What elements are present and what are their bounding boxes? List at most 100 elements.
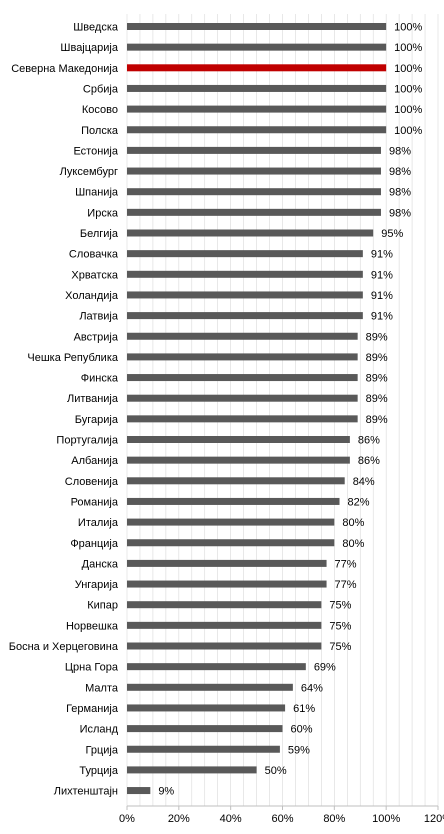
data-label: 100% — [394, 22, 422, 34]
data-label: 91% — [371, 249, 393, 261]
bar — [127, 497, 340, 505]
bar — [127, 766, 257, 774]
data-label: 89% — [366, 373, 388, 385]
data-label: 75% — [329, 620, 351, 632]
x-tick-label: 80% — [323, 813, 345, 825]
data-label: 98% — [389, 187, 411, 199]
category-label: Германија — [66, 703, 119, 715]
data-label: 77% — [335, 579, 357, 591]
data-label: 80% — [342, 538, 364, 550]
bar — [127, 580, 327, 588]
bar — [127, 270, 363, 278]
category-label: Црна Гора — [65, 662, 119, 674]
category-label: Италија — [78, 517, 119, 529]
data-label: 100% — [394, 42, 422, 54]
x-tick-label: 20% — [168, 813, 190, 825]
category-label: Норвешка — [66, 620, 119, 632]
bar — [127, 188, 381, 196]
data-label: 59% — [288, 744, 310, 756]
grid-lines — [126, 14, 439, 806]
category-label: Романија — [71, 496, 119, 508]
bar — [127, 43, 387, 51]
data-label: 86% — [358, 435, 380, 447]
bars — [127, 23, 387, 795]
category-label: Полска — [81, 125, 119, 137]
category-label: Финска — [81, 373, 119, 385]
bar — [127, 642, 322, 650]
data-label: 75% — [329, 641, 351, 653]
category-label: Албанија — [71, 455, 119, 467]
data-label: 91% — [371, 290, 393, 302]
data-label: 84% — [353, 476, 375, 488]
data-label: 98% — [389, 207, 411, 219]
data-label: 89% — [366, 352, 388, 364]
category-label: Босна и Херцеговина — [9, 641, 119, 653]
category-label: Исланд — [80, 724, 119, 736]
data-label: 100% — [394, 83, 422, 95]
data-label: 82% — [348, 496, 370, 508]
category-label: Ирска — [87, 207, 119, 219]
bar — [127, 704, 286, 712]
category-label: Португалија — [56, 435, 118, 447]
bar — [127, 394, 358, 402]
category-label: Белгија — [80, 228, 119, 240]
category-label: Грција — [86, 744, 119, 756]
category-label: Шпанија — [75, 187, 119, 199]
data-label: 98% — [389, 145, 411, 157]
category-label: Малта — [85, 682, 119, 694]
category-label: Холандија — [65, 290, 119, 302]
bar — [127, 105, 387, 113]
x-tick-label: 100% — [372, 813, 400, 825]
bar — [127, 146, 381, 154]
data-label: 98% — [389, 166, 411, 178]
bar — [127, 312, 363, 320]
data-label: 95% — [381, 228, 403, 240]
x-axis: 0% 20% 40% 60% 80% 100% 120% — [119, 805, 444, 825]
data-label: 100% — [394, 104, 422, 116]
data-label: 75% — [329, 600, 351, 612]
category-label: Бугарија — [75, 414, 119, 426]
bar — [127, 436, 350, 443]
bar — [127, 64, 387, 72]
bar — [127, 208, 381, 216]
category-label: Австрија — [74, 331, 119, 343]
category-label: Словенија — [65, 476, 119, 488]
bar — [127, 250, 363, 258]
category-label: Кипар — [87, 600, 118, 612]
category-label: Латвија — [79, 311, 119, 323]
bar — [127, 374, 358, 382]
data-label: 50% — [265, 765, 287, 777]
bar — [127, 663, 306, 671]
data-labels: 100% 100% 100% 100% 100% 100% 98% 98% 98% 98% 95% 9… — [158, 22, 422, 798]
x-tick-label: 120% — [424, 813, 444, 825]
bar — [127, 621, 322, 629]
bar — [127, 84, 387, 92]
category-label: Естонија — [73, 145, 118, 157]
bar — [127, 126, 387, 134]
category-label: Литванија — [67, 393, 119, 405]
bar — [127, 415, 358, 423]
data-label: 100% — [394, 63, 422, 75]
bar — [127, 291, 363, 299]
category-label: Чешка Република — [27, 352, 118, 364]
category-label: Лихтенштајн — [54, 786, 118, 798]
bar — [127, 559, 327, 567]
bar — [127, 332, 358, 340]
data-label: 86% — [358, 455, 380, 467]
bar — [127, 601, 322, 609]
bar — [127, 167, 381, 175]
x-tick-label: 40% — [220, 813, 242, 825]
bar — [127, 229, 374, 237]
bar — [127, 23, 387, 30]
category-label: Луксембург — [60, 166, 118, 178]
data-label: 77% — [335, 558, 357, 570]
data-label: 89% — [366, 414, 388, 426]
x-tick-label: 60% — [271, 813, 293, 825]
category-label: Шведска — [73, 22, 119, 34]
data-label: 100% — [394, 125, 422, 137]
data-label: 91% — [371, 311, 393, 323]
category-label: Србија — [83, 83, 119, 95]
category-label: Унгарија — [75, 579, 119, 591]
bar — [127, 518, 335, 526]
